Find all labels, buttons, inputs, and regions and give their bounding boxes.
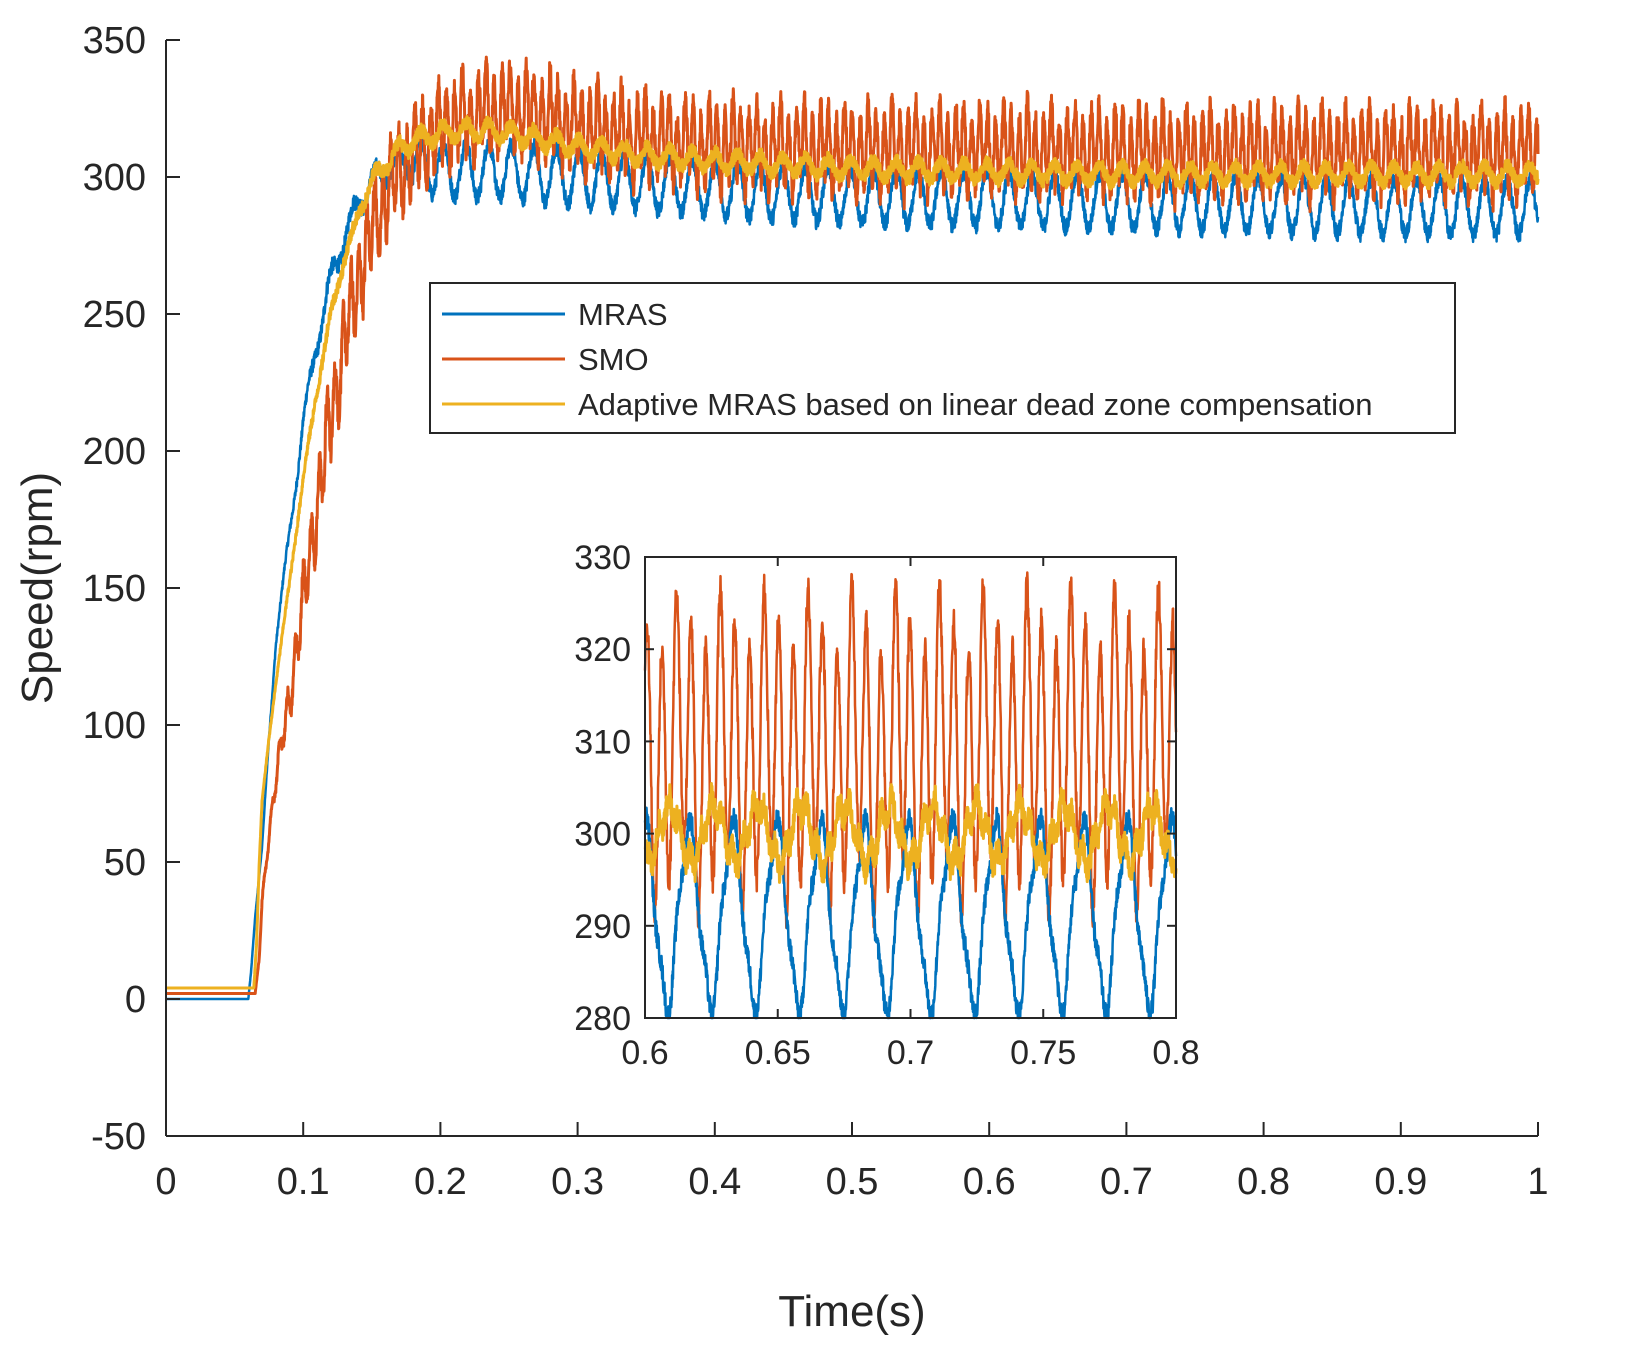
x-tick-label: 0.6: [963, 1161, 1016, 1203]
y-tick-label: 250: [83, 294, 146, 336]
x-tick-label: 1: [1527, 1161, 1548, 1203]
inset-x-tick-label: 0.6: [621, 1034, 668, 1072]
inset-series-line-smo: [643, 571, 1178, 930]
series-line-smo: [164, 55, 1540, 995]
y-tick-label: 150: [83, 568, 146, 610]
x-tick-label: 0: [155, 1161, 176, 1203]
main-plot-area: 0 0.1 0.2 0.3 0.4 0.5 0.6 0.7 0.8 0.9 1 -500501001…: [13, 20, 1549, 1336]
inset-plot-area: 0.6 0.65 0.7 0.75 0.8 280 290 300 310 320 330: [574, 539, 1199, 1072]
x-tick-label: 0.5: [826, 1161, 879, 1203]
x-tick-label: 0.9: [1374, 1161, 1427, 1203]
x-tick-label: 0.7: [1100, 1161, 1153, 1203]
y-tick-label: -50: [91, 1116, 146, 1158]
inset-y-ticks: 280 290 300 310 320 330: [574, 539, 1176, 1038]
x-tick-label: 0.3: [551, 1161, 604, 1203]
inset-series-line-adaptive-mras-based-on-linear-dead-zone-compensation: [643, 782, 1178, 885]
inset-x-tick-label: 0.7: [887, 1034, 934, 1072]
inset-x-tick-label: 0.75: [1010, 1034, 1076, 1072]
y-tick-label: 200: [83, 431, 146, 473]
inset-series-group: [643, 571, 1178, 1020]
legend: MRAS SMO Adaptive MRAS based on linear d…: [429, 282, 1456, 434]
y-tick-label: 100: [83, 705, 146, 747]
inset-series-line-mras: [643, 806, 1178, 1020]
legend-label-adaptive-mras: Adaptive MRAS based on linear dead zone …: [578, 387, 1372, 422]
inset-y-tick-label: 330: [574, 539, 631, 577]
y-tick-label: 300: [83, 157, 146, 199]
main-series-group: [164, 55, 1540, 1001]
inset-y-tick-label: 320: [574, 631, 631, 669]
legend-box: [429, 282, 1456, 434]
inset-y-tick-label: 280: [574, 1000, 631, 1038]
y-axis-label: Speed(rpm): [13, 472, 62, 704]
y-tick-label: 0: [125, 979, 146, 1021]
legend-label-smo: SMO: [578, 342, 649, 377]
y-tick-label: 50: [104, 842, 146, 884]
y-tick-label: 350: [83, 20, 146, 62]
inset-x-ticks: 0.6 0.65 0.7 0.75 0.8: [621, 557, 1200, 1072]
x-tick-label: 0.1: [277, 1161, 330, 1203]
main-x-ticks: 0 0.1 0.2 0.3 0.4 0.5 0.6 0.7 0.8 0.9 1: [155, 1122, 1549, 1203]
x-tick-label: 0.4: [688, 1161, 741, 1203]
main-y-ticks: -50 0 50 100 150 200 250 300 350: [83, 20, 180, 1158]
x-axis-label: Time(s): [778, 1287, 925, 1336]
inset-y-tick-label: 300: [574, 816, 631, 854]
series-line-adaptive-mras-based-on-linear-dead-zone-compensation: [164, 115, 1540, 990]
inset-x-tick-label: 0.8: [1152, 1034, 1199, 1072]
inset-x-tick-label: 0.65: [745, 1034, 811, 1072]
x-tick-label: 0.2: [414, 1161, 467, 1203]
legend-label-mras: MRAS: [578, 297, 668, 332]
inset-y-tick-label: 310: [574, 723, 631, 761]
inset-y-tick-label: 290: [574, 908, 631, 946]
x-tick-label: 0.8: [1237, 1161, 1290, 1203]
